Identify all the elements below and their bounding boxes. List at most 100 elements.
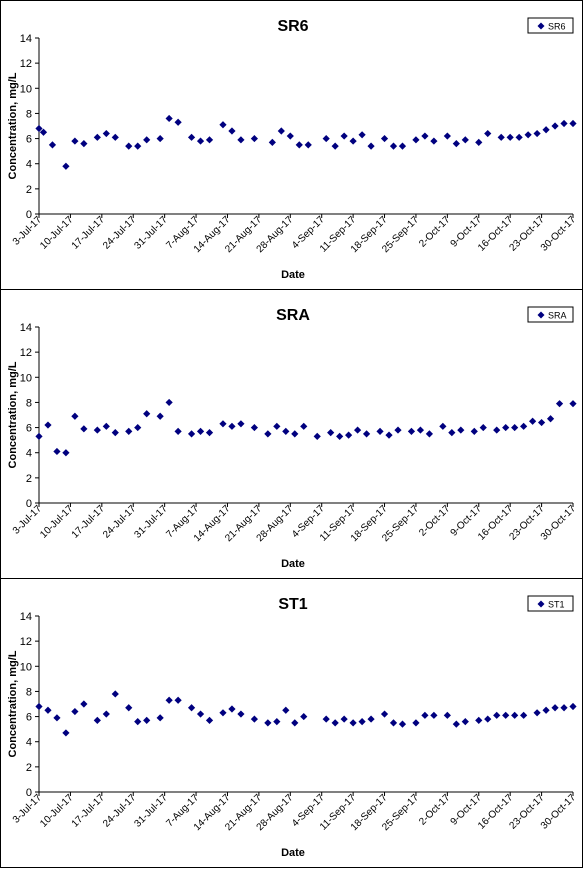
data-point [282, 706, 290, 714]
x-tick-label: 24-Jul-17 [101, 503, 139, 541]
data-point [506, 133, 514, 141]
x-tick-label: 30-Oct-17 [539, 503, 579, 543]
data-point [327, 429, 335, 437]
data-point [143, 136, 151, 144]
data-point [273, 718, 281, 726]
data-point [291, 430, 299, 438]
data-point [205, 136, 214, 144]
data-point [165, 114, 173, 123]
data-point [111, 690, 119, 698]
x-tick-label: 30-Oct-17 [539, 214, 579, 254]
data-point [134, 142, 142, 150]
data-point [416, 426, 425, 434]
chart-panel-sr6: SR6 0 2 4 6 8 10 12 14 3-Jul-17 10-Jul-17 17-Jul-17… [0, 0, 583, 290]
y-tick-label: 10 [20, 372, 32, 384]
data-point [354, 426, 362, 434]
data-point [398, 142, 407, 150]
y-tick-label: 4 [26, 159, 32, 171]
data-point [511, 711, 519, 719]
data-point [277, 127, 285, 135]
data-point [295, 141, 303, 149]
x-tick-label: 2-Oct-17 [417, 792, 453, 828]
y-tick-label: 0 [26, 498, 32, 510]
data-point [35, 702, 43, 711]
data-point [143, 716, 151, 724]
data-point [165, 696, 173, 704]
y-tick-label: 0 [26, 787, 32, 799]
data-point [484, 715, 492, 723]
data-point [300, 422, 308, 430]
data-point [143, 410, 151, 418]
data-point [187, 430, 196, 438]
legend-marker [537, 311, 545, 319]
chart-title: SRA [276, 307, 310, 324]
data-point [367, 142, 375, 150]
data-point [461, 136, 469, 144]
data-point [53, 447, 61, 456]
data-point [111, 133, 119, 141]
data-point [520, 711, 528, 719]
y-tick-label: 8 [26, 108, 32, 120]
chart-svg-st1: ST1024681012143-Jul-1710-Jul-1717-Jul-17… [7, 595, 578, 859]
data-point [537, 418, 546, 427]
data-point [264, 719, 272, 727]
data-point [457, 426, 465, 434]
data-point [398, 720, 407, 728]
data-point [62, 729, 70, 737]
data-point [421, 132, 429, 140]
data-point [367, 715, 375, 723]
data-point [349, 719, 357, 727]
y-axis-title: Concentration, mg/L [7, 650, 19, 757]
data-point [62, 449, 70, 457]
data-point [569, 702, 577, 711]
data-point [313, 432, 321, 440]
data-point [551, 122, 559, 130]
data-point [237, 710, 245, 718]
x-tick-label: 2-Oct-17 [417, 503, 453, 539]
x-tick-label: 10-Jul-17 [38, 792, 76, 830]
data-point [407, 427, 416, 435]
data-point [340, 132, 348, 140]
y-tick-label: 2 [26, 762, 32, 774]
y-tick-label: 6 [26, 423, 32, 435]
data-point [174, 696, 182, 704]
x-tick-label: 10-Jul-17 [38, 214, 76, 252]
data-point [358, 131, 366, 139]
data-point [461, 718, 469, 726]
data-point [425, 430, 434, 438]
chart-panel-st1: ST1 0 2 4 6 8 10 12 14 3-Jul-17 10-Jul-17 17-Jul-17… [0, 578, 583, 868]
data-point [484, 129, 492, 138]
data-point [196, 427, 205, 435]
data-point [228, 705, 236, 713]
data-point [237, 420, 245, 428]
data-point [389, 719, 398, 727]
data-point [546, 415, 555, 423]
data-point [376, 427, 384, 435]
y-axis-title: Concentration, mg/L [7, 72, 19, 179]
data-point [493, 426, 501, 434]
x-tick-label: 24-Jul-17 [101, 214, 139, 252]
x-tick-label: 17-Jul-17 [70, 214, 108, 252]
data-point [125, 427, 133, 435]
data-point [71, 412, 79, 420]
data-point [475, 138, 483, 146]
data-point [349, 137, 357, 145]
data-point [291, 719, 299, 727]
data-point [493, 711, 501, 719]
data-point [439, 422, 447, 430]
data-point [125, 142, 133, 150]
x-tick-label: 31-Jul-17 [133, 792, 171, 830]
data-point [331, 719, 339, 727]
data-point [515, 133, 523, 141]
y-tick-label: 10 [20, 83, 32, 95]
data-point [125, 704, 133, 712]
legend: SR6 [527, 17, 574, 34]
data-point [62, 162, 70, 170]
legend: SRA [527, 306, 574, 323]
x-tick-label: 17-Jul-17 [70, 503, 108, 541]
data-point [502, 423, 510, 432]
data-point [102, 422, 110, 430]
data-point [389, 142, 398, 150]
data-point [524, 131, 532, 139]
data-point [286, 132, 294, 140]
